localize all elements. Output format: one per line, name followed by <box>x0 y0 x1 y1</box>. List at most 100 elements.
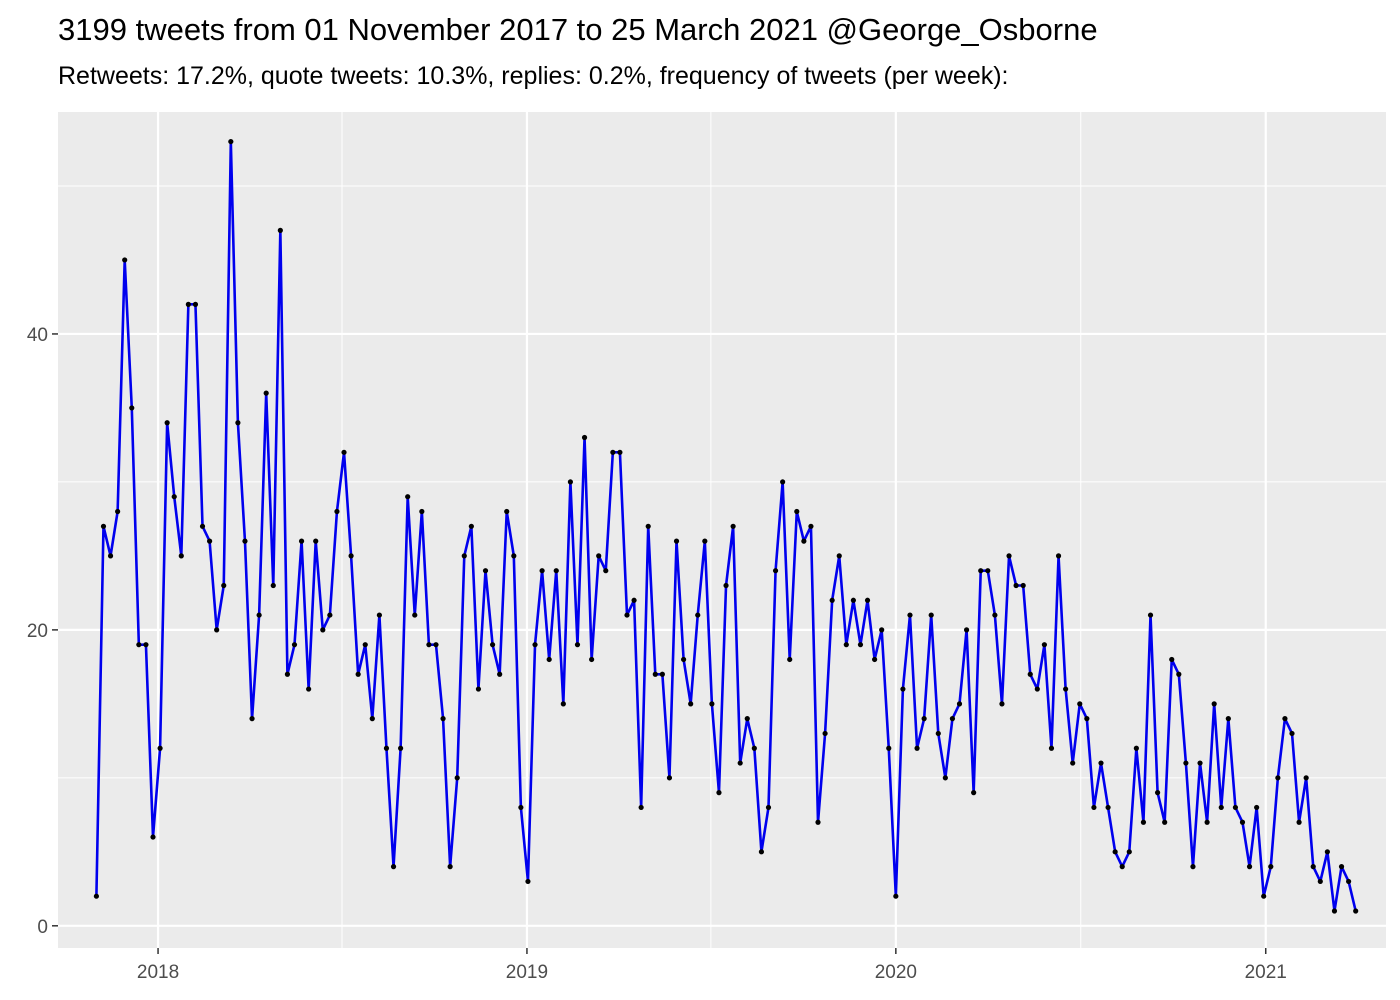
data-point <box>277 227 283 233</box>
data-point <box>115 508 121 515</box>
data-point <box>829 597 835 603</box>
data-point <box>553 568 559 574</box>
data-point <box>1070 760 1076 766</box>
data-point <box>794 508 800 515</box>
data-point <box>1112 849 1118 855</box>
data-point <box>199 523 206 529</box>
data-point <box>1006 553 1012 559</box>
data-point <box>306 686 312 692</box>
data-point <box>419 508 425 515</box>
data-point <box>93 893 99 899</box>
data-point <box>780 479 786 485</box>
data-point <box>673 538 680 544</box>
chart-subtitle: Retweets: 17.2%, quote tweets: 10.3%, re… <box>58 62 1009 90</box>
data-point <box>1324 849 1330 855</box>
data-point <box>178 553 184 559</box>
chart-title: 3199 tweets from 01 November 2017 to 25 … <box>58 12 1098 47</box>
data-point <box>1133 745 1139 751</box>
data-point <box>638 804 644 811</box>
data-point <box>1317 878 1323 885</box>
data-point <box>574 642 581 648</box>
data-point <box>327 612 333 618</box>
data-point <box>270 582 276 589</box>
data-point <box>1013 582 1019 589</box>
data-point <box>560 701 566 707</box>
data-point <box>1225 716 1231 722</box>
data-point <box>214 627 220 633</box>
data-point <box>723 582 729 589</box>
data-point <box>907 612 913 618</box>
data-point <box>376 612 382 618</box>
data-point <box>1048 745 1055 751</box>
data-point <box>475 686 482 692</box>
data-point <box>1119 864 1125 870</box>
data-point <box>1338 864 1345 870</box>
data-point <box>992 612 998 618</box>
data-point <box>447 864 453 870</box>
data-point <box>999 701 1005 707</box>
data-point <box>1289 730 1295 737</box>
data-point <box>1162 819 1168 825</box>
data-point <box>949 716 956 722</box>
data-point <box>843 642 849 648</box>
data-point <box>291 642 298 648</box>
data-point <box>666 775 673 781</box>
data-point <box>864 597 871 603</box>
data-point <box>482 568 489 574</box>
data-point <box>758 849 765 855</box>
y-tick-label: 20 <box>27 621 48 642</box>
data-point <box>320 627 326 633</box>
data-point <box>985 568 991 574</box>
data-point <box>192 301 199 307</box>
data-point <box>221 582 227 589</box>
data-point <box>1154 790 1161 796</box>
data-point <box>1027 671 1033 677</box>
data-point <box>603 568 609 574</box>
data-point <box>872 656 878 663</box>
data-point <box>935 730 941 737</box>
data-point <box>886 745 892 751</box>
data-point <box>1254 804 1260 811</box>
data-point <box>971 790 977 796</box>
data-point <box>405 494 411 500</box>
data-point <box>1296 819 1302 825</box>
axis-ticks <box>52 333 1267 954</box>
data-point <box>893 893 899 899</box>
data-point <box>1303 775 1309 781</box>
data-point <box>772 568 779 574</box>
data-point <box>313 538 319 544</box>
data-point <box>963 627 970 633</box>
data-point <box>164 420 170 426</box>
data-point <box>468 523 474 529</box>
data-point <box>1190 864 1196 870</box>
data-point <box>808 523 814 529</box>
data-point <box>956 701 963 707</box>
data-point <box>1126 849 1132 855</box>
data-point <box>362 642 368 648</box>
data-point <box>596 553 602 559</box>
data-point <box>228 138 234 145</box>
data-point <box>1218 804 1224 811</box>
series-layer <box>93 138 1359 914</box>
data-point <box>567 479 574 485</box>
data-point <box>107 553 114 559</box>
data-point <box>695 612 701 618</box>
data-point <box>815 819 821 825</box>
x-tick-label: 2018 <box>137 962 179 983</box>
data-point <box>617 449 623 455</box>
data-point <box>787 656 793 663</box>
data-point <box>822 730 828 737</box>
data-point <box>298 538 305 544</box>
data-point <box>1204 819 1210 825</box>
x-tick-label: 2019 <box>506 962 548 983</box>
data-point <box>143 642 149 648</box>
data-point <box>1105 804 1111 811</box>
data-point <box>581 434 588 441</box>
data-point <box>157 745 163 751</box>
data-point <box>1034 686 1040 692</box>
data-point <box>652 671 658 677</box>
data-point <box>1211 701 1217 707</box>
data-point <box>631 597 637 603</box>
tick-labels: 0 20 40 2018 2019 2020 2021 <box>27 325 1287 983</box>
data-point <box>511 553 517 559</box>
